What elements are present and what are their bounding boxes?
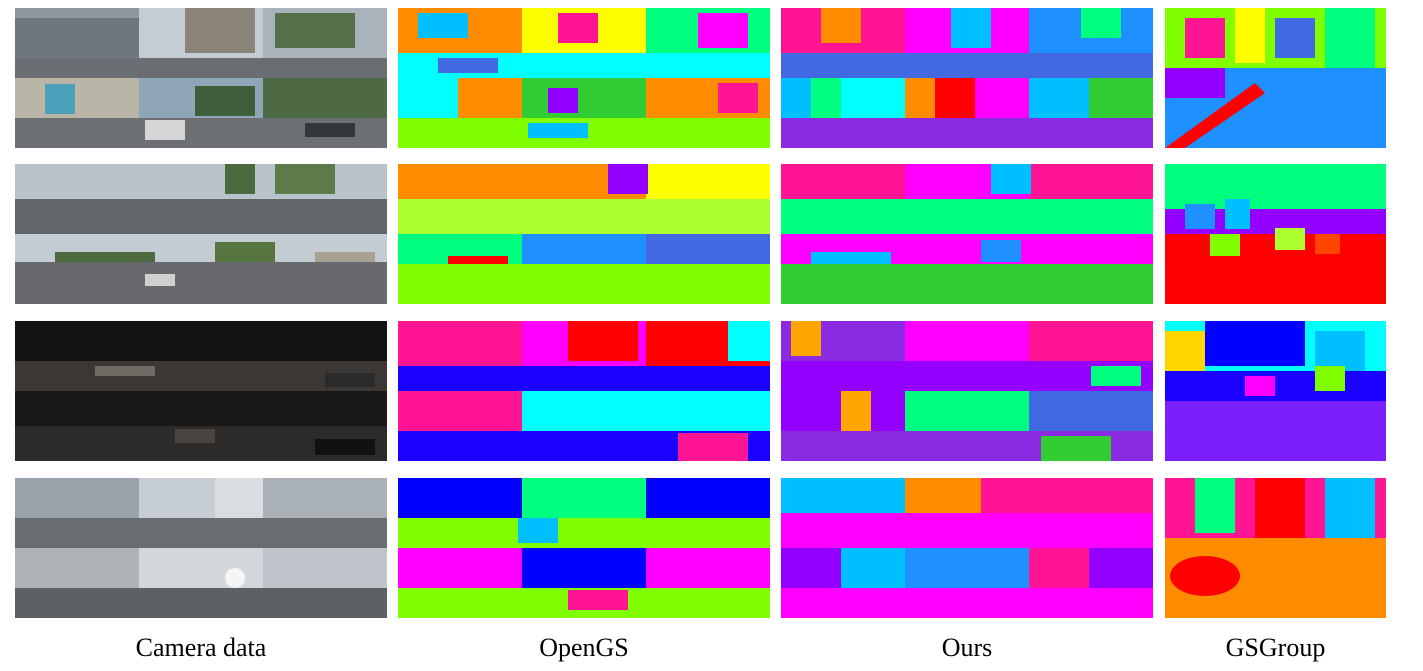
ours-segmentation-row-1 [781,8,1153,148]
column-caption-camera: Camera data [135,633,267,662]
gsgroup-segmentation-row-3 [1165,321,1386,461]
column-caption-gsgroup: GSGroup [1225,633,1326,662]
gsgroup-segmentation-row-2 [1165,164,1386,304]
camera-image-row-2 [15,164,387,304]
camera-image-row-1 [15,8,387,148]
column-caption-ours: Ours [941,633,993,662]
ours-segmentation-row-4 [781,478,1153,618]
camera-image-row-4 [15,478,387,618]
camera-image-row-3 [15,321,387,461]
opengs-segmentation-row-4 [398,478,770,618]
gsgroup-segmentation-row-1 [1165,8,1386,148]
opengs-segmentation-row-2 [398,164,770,304]
ours-segmentation-row-3 [781,321,1153,461]
gsgroup-segmentation-row-4 [1165,478,1386,618]
opengs-segmentation-row-3 [398,321,770,461]
column-caption-opengs: OpenGS [539,633,629,662]
opengs-segmentation-row-1 [398,8,770,148]
ours-segmentation-row-2 [781,164,1153,304]
